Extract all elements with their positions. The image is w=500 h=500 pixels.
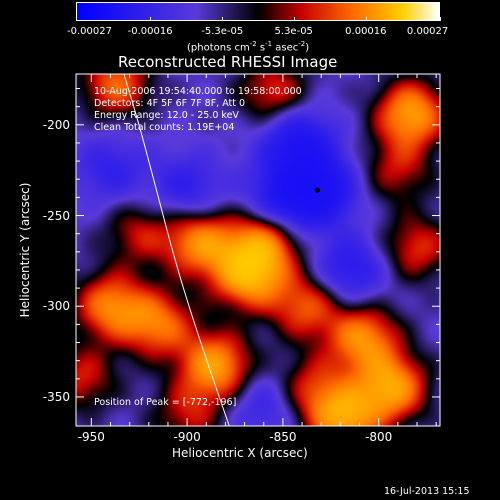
y-tick-label: -300 [42,299,70,314]
x-tick-label: -850 [269,430,297,444]
footer-date: 16-Jul-2013 15:15 [384,486,470,497]
detectors-text: Detectors: 4F 5F 6F 7F 8F, Att 0 [94,98,246,109]
colorbar-tick-mark [222,17,224,21]
y-axis-label: Heliocentric Y (arcsec) [18,182,32,318]
colorbar-tick-label: -0.00016 [127,26,173,37]
colorbar-tick-label: 0.00016 [345,26,387,37]
x-tick-label: -950 [77,430,105,444]
x-tick-label: -900 [173,430,201,444]
colorbar-tick-label: 5.3e-05 [274,26,313,37]
peak-marker [314,187,320,193]
colorbar [76,2,440,21]
colorbar-tick-mark [150,17,152,21]
colorbar-tick-mark [440,17,441,21]
solar-limb-line [123,73,230,427]
peak-position-text: Position of Peak = [-772,-196] [94,397,237,408]
clean-counts-text: Clean Total counts: 1.19E+04 [94,122,235,133]
colorbar-tick-label: 0.00027 [406,26,449,37]
colorbar-units-label: (photons cm-2 s-1 asec-2) [187,40,310,54]
colorbar-tick-label: -0.00027 [67,26,112,37]
plot-frame [75,73,441,427]
energy-range-text: Energy Range: 12.0 - 25.0 keV [94,110,239,121]
y-tick-label: -250 [42,208,70,223]
heatmap-image [76,74,440,426]
time-range-text: 10-Aug-2006 19:54:40.000 to 19:58:00.000 [94,86,302,97]
x-axis-label: Heliocentric X (arcsec) [172,446,308,460]
colorbar-tick-mark [76,17,77,21]
colorbar-tick-label: -5.3e-05 [201,26,244,37]
y-tick-label: -350 [42,389,70,404]
y-tick-label: -200 [42,117,70,132]
colorbar-tick-mark [365,17,367,21]
chart-title: Reconstructed RHESSI Image [118,53,338,71]
colorbar-tick-mark [293,17,295,21]
x-tick-label: -800 [365,430,393,444]
